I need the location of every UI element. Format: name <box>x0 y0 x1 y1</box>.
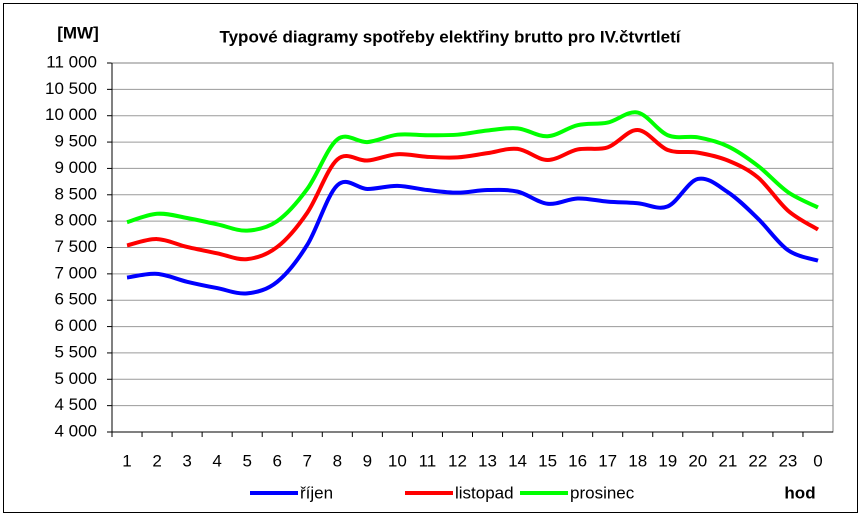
x-tick-label: 22 <box>748 451 767 470</box>
y-tick-label: 7 500 <box>54 237 97 256</box>
x-tick-label: 0 <box>813 451 822 470</box>
series-line <box>126 110 819 233</box>
x-tick-label: 17 <box>598 451 617 470</box>
y-tick-label: 5 000 <box>54 369 97 388</box>
x-tick-label: 5 <box>242 451 251 470</box>
y-tick-label: 4 500 <box>54 395 97 414</box>
x-tick-label: 23 <box>778 451 797 470</box>
x-tick-label: 10 <box>388 451 407 470</box>
x-tick-label: 13 <box>478 451 497 470</box>
chart-title: Typové diagramy spotřeby elektřiny brutt… <box>219 27 681 46</box>
y-tick-label: 5 500 <box>54 342 97 361</box>
x-tick-label: 4 <box>212 451 221 470</box>
x-tick-label: 20 <box>688 451 707 470</box>
x-tick-label: 15 <box>538 451 557 470</box>
x-tick-label: 11 <box>419 451 437 470</box>
x-tick-label: 3 <box>182 451 191 470</box>
y-tick-label: 6 000 <box>54 316 97 335</box>
x-tick-label: 12 <box>448 451 467 470</box>
y-tick-label: 8 500 <box>54 184 97 203</box>
x-tick-label: 18 <box>628 451 647 470</box>
x-tick-label: 6 <box>272 451 281 470</box>
x-tick-label: 19 <box>658 451 677 470</box>
x-tick-label: 1 <box>122 451 131 470</box>
x-tick-label: 21 <box>718 451 737 470</box>
legend-label: říjen <box>300 483 333 502</box>
series-line <box>126 127 820 262</box>
y-tick-label: 6 500 <box>54 290 97 309</box>
y-tick-label: 9 000 <box>54 158 97 177</box>
x-tick-label: 14 <box>508 451 527 470</box>
x-tick-label: 9 <box>363 451 372 470</box>
y-tick-label: 9 500 <box>54 132 97 151</box>
y-tick-label: 4 000 <box>54 421 97 440</box>
series-line <box>126 176 819 296</box>
legend-label: listopad <box>455 483 514 502</box>
y-tick-label: 7 000 <box>54 263 97 282</box>
x-tick-label: 7 <box>303 451 312 470</box>
y-tick-label: 10 500 <box>45 79 97 98</box>
x-tick-label: 8 <box>333 451 342 470</box>
x-tick-label: 16 <box>568 451 587 470</box>
legend-label: prosinec <box>570 483 635 502</box>
x-axis-label: hod <box>784 483 815 502</box>
y-tick-label: 8 000 <box>54 211 97 230</box>
x-tick-label: 2 <box>152 451 161 470</box>
y-tick-label: 10 000 <box>45 105 97 124</box>
y-axis-label: [MW] <box>57 23 99 42</box>
y-tick-label: 11 000 <box>46 52 97 71</box>
